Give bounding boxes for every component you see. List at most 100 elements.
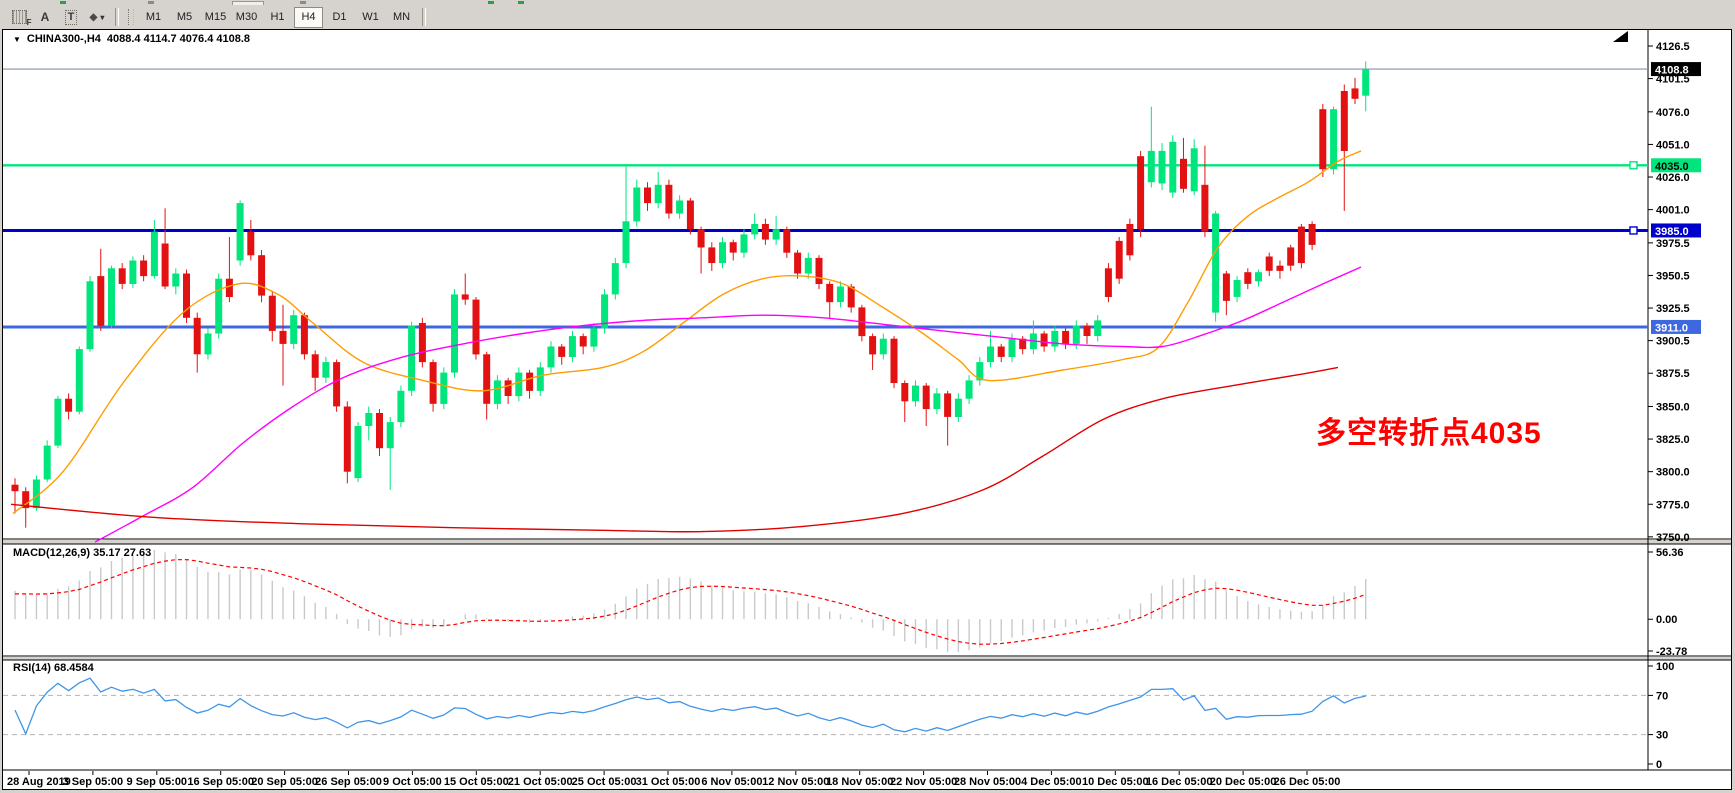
price-tag-label: 3985.0 <box>1655 226 1689 238</box>
ma-fast-line <box>12 150 1362 514</box>
price-axis-label: 4126.5 <box>1656 41 1690 53</box>
candle <box>676 200 684 214</box>
macd-axis-label: 0.00 <box>1656 614 1677 626</box>
panel-divider[interactable] <box>3 540 1731 544</box>
symbol-name: CHINA300-,H4 <box>26 33 101 45</box>
panel-divider[interactable] <box>3 657 1731 660</box>
candle <box>386 422 394 449</box>
macd-indicator-label: MACD(12,26,9) 35.17 27.63 <box>13 547 152 559</box>
candle <box>365 413 373 426</box>
arrow-marker[interactable] <box>1613 31 1628 42</box>
price-tag <box>1651 62 1701 77</box>
candle <box>933 393 941 409</box>
candle <box>601 294 609 329</box>
candle <box>1212 213 1220 313</box>
candle <box>1319 109 1327 170</box>
date-axis-label: 25 Oct 05:00 <box>572 776 637 788</box>
candle <box>515 372 523 397</box>
rsi-line <box>14 677 1366 736</box>
candle <box>1222 273 1230 301</box>
candle <box>912 385 919 402</box>
candle <box>751 224 759 235</box>
candle <box>258 255 266 296</box>
candle <box>193 317 201 355</box>
price-tag <box>1651 158 1701 173</box>
date-axis-label: 15 Oct 05:00 <box>444 776 509 788</box>
tf-button-M30[interactable]: M30 <box>235 11 258 23</box>
candle <box>1147 150 1155 183</box>
toolbar-drag-handle[interactable] <box>128 9 134 25</box>
price-tag-label: 4035.0 <box>1655 161 1689 173</box>
macd-signal-line <box>15 558 1366 645</box>
candle <box>54 398 62 446</box>
tf-button-M15[interactable]: M15 <box>204 11 227 23</box>
date-axis-label: 26 Dec 05:00 <box>1274 776 1341 788</box>
candle <box>1094 320 1102 336</box>
price-axis-label: 4051.0 <box>1656 139 1690 151</box>
tf-button-D1[interactable]: D1 <box>332 11 347 23</box>
tf-button-H1[interactable]: H1 <box>270 11 285 23</box>
candle <box>408 325 416 391</box>
toolbar-fragment <box>488 1 494 4</box>
date-axis-label: 20 Sep 05:00 <box>251 776 318 788</box>
macd-axis-label: -23.78 <box>1656 646 1687 658</box>
candle <box>290 315 298 344</box>
candle <box>65 398 73 412</box>
arrow-objects-dropdown[interactable]: ◆ ▾ <box>84 6 110 28</box>
tf-button-W1[interactable]: W1 <box>362 11 379 23</box>
rsi-axis-label: 100 <box>1656 661 1674 673</box>
diamond-glyph: ◆ <box>89 11 98 23</box>
candle <box>783 229 791 253</box>
candle <box>215 278 223 334</box>
candle <box>1019 338 1027 350</box>
candle <box>183 273 190 318</box>
price-axis-label: 3775.0 <box>1656 499 1690 511</box>
candle <box>665 184 673 214</box>
candle <box>847 286 855 308</box>
candle <box>644 187 651 204</box>
price-axis-label: 3900.5 <box>1656 336 1690 348</box>
candle <box>311 354 319 378</box>
font-a-icon[interactable]: A <box>32 6 58 28</box>
price-axis-label: 3825.0 <box>1656 434 1690 446</box>
text-annotation[interactable]: 多空转折点4035 <box>1316 417 1542 450</box>
candle <box>901 383 909 402</box>
candle <box>987 346 994 363</box>
candle <box>1330 109 1338 170</box>
candle <box>1265 256 1273 271</box>
candle <box>1158 150 1166 184</box>
tf-button-H4[interactable]: H4 <box>294 6 323 28</box>
candle <box>654 184 662 204</box>
candle <box>22 491 30 509</box>
candle <box>729 242 737 253</box>
price-axis-label: 3850.0 <box>1656 401 1690 413</box>
candle <box>954 398 962 417</box>
date-axis-label: 12 Nov 05:00 <box>762 776 829 788</box>
date-axis-label: 9 Sep 05:00 <box>127 776 188 788</box>
candle <box>740 234 748 253</box>
candle <box>890 338 898 383</box>
chart-grid-f-icon[interactable]: F <box>6 6 32 28</box>
price-axis-label: 3925.5 <box>1656 303 1690 315</box>
date-axis-label: 10 Dec 05:00 <box>1082 776 1149 788</box>
text-label-icon[interactable]: T <box>58 6 84 28</box>
candle <box>922 385 930 410</box>
candle <box>547 346 555 368</box>
candle <box>1137 156 1145 230</box>
candle <box>708 247 716 263</box>
candle <box>633 187 641 222</box>
candle <box>1169 141 1177 193</box>
tf-button-M5[interactable]: M5 <box>176 11 193 23</box>
candle <box>97 276 105 326</box>
toolbar-fragment <box>60 1 66 4</box>
symbol-dropdown-icon[interactable]: ▼ <box>13 34 21 44</box>
chart-canvas[interactable]: 4126.5 4101.5 4076.0 4051.0 4026.0 4001.0 3975… <box>3 30 1731 789</box>
tf-button-MN[interactable]: MN <box>392 11 411 23</box>
toolbar-separator <box>422 8 426 26</box>
line-handle[interactable] <box>1629 161 1638 170</box>
candle <box>1190 148 1198 192</box>
tf-button-M1[interactable]: M1 <box>145 11 162 23</box>
line-handle[interactable] <box>1629 226 1638 235</box>
price-axis-label: 4101.5 <box>1656 74 1690 86</box>
macd-axis-label: 56.36 <box>1656 547 1684 559</box>
